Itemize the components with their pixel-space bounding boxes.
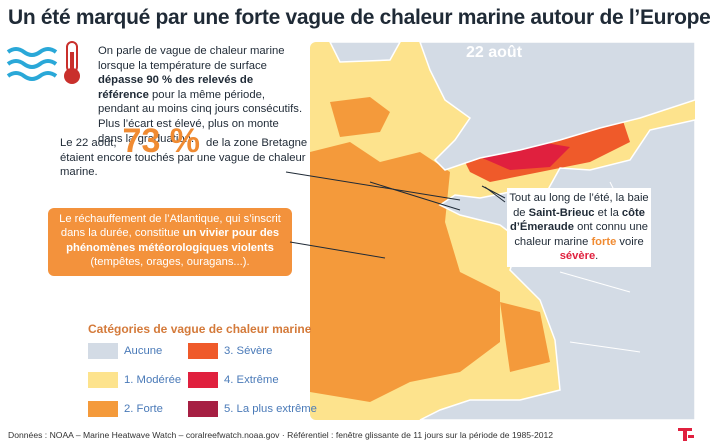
legend-label: 3. Sévère	[224, 345, 273, 357]
map-note: Tout au long de l’été, la baie de Saint-…	[507, 188, 651, 267]
footer: Données : NOAA – Marine Heatwave Watch –…	[8, 430, 554, 440]
text: voire	[616, 235, 644, 248]
legend-item: 2. Forte	[88, 401, 163, 417]
legend-label: 2. Forte	[124, 403, 163, 415]
text: et la	[594, 206, 622, 219]
thermometer-icon	[6, 41, 80, 84]
text: côte d’Émeraude	[509, 206, 645, 234]
text: .	[595, 250, 599, 263]
legend-label: Aucune	[124, 345, 163, 357]
legend-item: 4. Extrême	[188, 372, 279, 388]
legend-swatch	[188, 343, 218, 359]
legend-item: 5. La plus extrême	[188, 401, 317, 417]
text: Le 22 août,	[60, 137, 117, 149]
legend-swatch	[88, 343, 118, 359]
legend-swatch	[188, 401, 218, 417]
text: Le réchauffement de l’Atlantique, qui s’…	[59, 213, 281, 240]
text: forte	[591, 235, 617, 248]
text: dépasse 90 % des relevés de référence	[98, 74, 254, 101]
stat: Le 22 août, 73 % de la zone Bretagne étaie…	[60, 124, 310, 180]
text: un vivier pour des phénomènes météorolog…	[66, 227, 280, 254]
legend-item: 1. Modérée	[88, 372, 181, 388]
text: (tempêtes, orages, ouragans...).	[90, 256, 250, 269]
text: Tout au long de l’été, la baie de	[509, 192, 649, 219]
title: Un été marqué par une forte vague de cha…	[8, 6, 710, 29]
legend-label: 1. Modérée	[124, 374, 182, 386]
text: de la zone Bretagne étaient encore touch…	[60, 137, 308, 179]
logo	[678, 428, 694, 441]
text: pour la même période, pendant au moins c…	[98, 88, 303, 145]
intro-text: On parle de vague de chaleur marine lors…	[98, 44, 303, 146]
map-date: 22 août	[466, 44, 523, 61]
legend-swatch	[88, 372, 118, 388]
legend-item: 3. Sévère	[188, 343, 272, 359]
text: ont connu une chaleur marine	[514, 221, 649, 248]
legend-swatch	[188, 372, 218, 388]
legend-swatch	[88, 401, 118, 417]
legend-title: Catégories de vague de chaleur marine	[88, 322, 312, 336]
text: Saint-Brieuc	[528, 206, 595, 219]
legend-label: 5. La plus extrême	[224, 403, 317, 415]
legend-label: 4. Extrême	[224, 374, 279, 386]
text: sévère	[559, 250, 596, 263]
callout: Le réchauffement de l’Atlantique, qui s’…	[48, 208, 292, 276]
legend-item: Aucune	[88, 343, 162, 359]
text: On parle de vague de chaleur marine lors…	[98, 45, 285, 72]
